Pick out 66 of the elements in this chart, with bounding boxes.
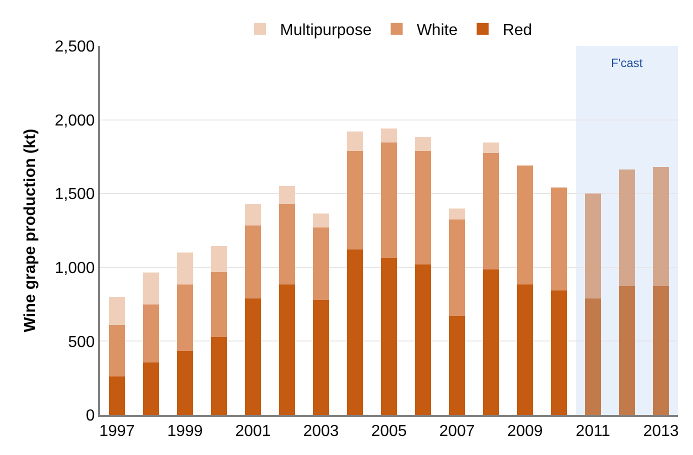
bar bbox=[176, 350, 194, 415]
bar bbox=[448, 316, 466, 415]
bar bbox=[618, 286, 636, 415]
x-tick-label: 2009 bbox=[507, 423, 543, 440]
y-tick-label: 1,000 bbox=[54, 260, 95, 277]
bar bbox=[108, 376, 126, 415]
bar bbox=[244, 298, 262, 415]
bar bbox=[210, 246, 228, 272]
bar bbox=[142, 272, 160, 304]
bar bbox=[448, 219, 466, 316]
bar bbox=[652, 167, 670, 286]
x-tick-label: 2007 bbox=[439, 423, 475, 440]
bar bbox=[176, 284, 194, 351]
bar bbox=[482, 153, 500, 270]
x-tick-label: 2011 bbox=[576, 423, 610, 440]
y-tick-label: 2,500 bbox=[54, 38, 95, 56]
bar bbox=[176, 252, 194, 284]
bar bbox=[278, 204, 296, 284]
y-axis-title: Wine grape production (kt) bbox=[22, 128, 40, 332]
bar bbox=[516, 166, 534, 284]
bar bbox=[414, 150, 432, 264]
y-tick-label: 2,000 bbox=[54, 112, 95, 130]
x-tick-label: 2013 bbox=[643, 423, 679, 440]
y-tick-label: 0 bbox=[86, 408, 95, 425]
bar bbox=[550, 188, 568, 290]
bar bbox=[380, 142, 398, 258]
bar bbox=[312, 300, 330, 415]
bar bbox=[414, 264, 432, 415]
x-tick-label: 2003 bbox=[303, 423, 339, 440]
y-tick-label: 1,500 bbox=[54, 186, 95, 204]
bar bbox=[482, 270, 500, 415]
bar bbox=[278, 284, 296, 415]
bar bbox=[448, 208, 466, 220]
bar bbox=[346, 250, 364, 415]
bar bbox=[210, 336, 228, 415]
bar bbox=[312, 214, 330, 228]
legend-label: Red bbox=[502, 22, 532, 40]
bar bbox=[312, 228, 330, 300]
x-tick-label: 1997 bbox=[99, 423, 135, 440]
bar bbox=[278, 186, 296, 204]
bar bbox=[550, 290, 568, 415]
bar bbox=[414, 136, 432, 151]
x-tick-label: 1999 bbox=[167, 423, 203, 440]
legend-label: Multipurpose bbox=[280, 22, 372, 40]
bar bbox=[516, 284, 534, 415]
bar bbox=[346, 150, 364, 250]
bar bbox=[142, 362, 160, 415]
bar bbox=[108, 296, 126, 325]
bar bbox=[584, 194, 602, 298]
bar bbox=[652, 286, 670, 415]
bar bbox=[142, 304, 160, 363]
bar bbox=[244, 225, 262, 298]
x-tick-label: 2005 bbox=[371, 423, 407, 440]
x-tick-label: 2001 bbox=[235, 423, 271, 440]
bar bbox=[482, 142, 500, 154]
band-label: F'cast bbox=[611, 56, 644, 70]
bar bbox=[346, 132, 364, 151]
bar bbox=[380, 128, 398, 143]
bar bbox=[380, 258, 398, 415]
bar bbox=[244, 204, 262, 226]
y-tick-label: 500 bbox=[68, 334, 95, 351]
bar bbox=[618, 169, 636, 286]
bar bbox=[210, 272, 228, 337]
legend-label: White bbox=[416, 22, 458, 40]
bar bbox=[108, 324, 126, 377]
bar bbox=[584, 298, 602, 415]
